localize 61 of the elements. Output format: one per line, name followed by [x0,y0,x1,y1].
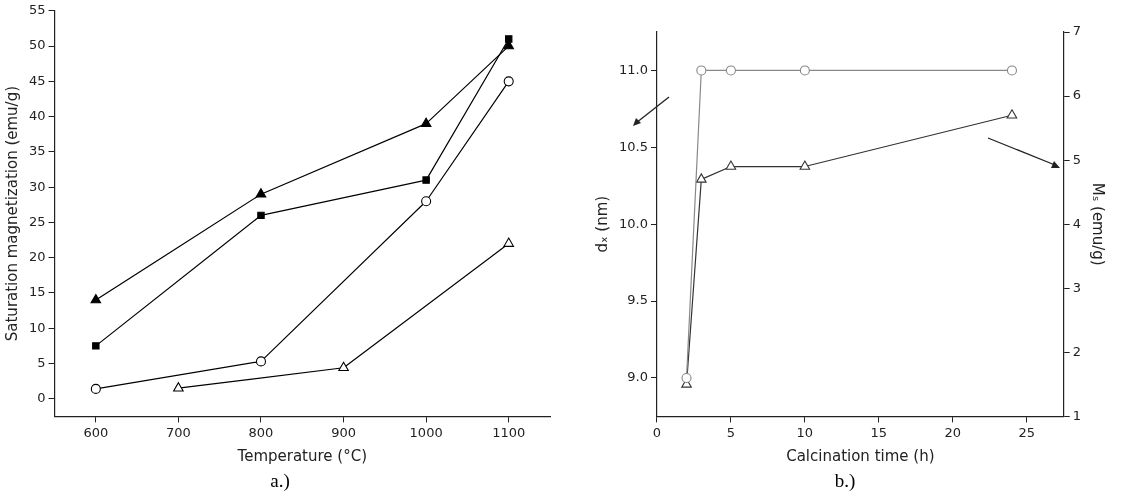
y2-tick-label: 6 [1072,87,1082,103]
y2-tick-label: 2 [1072,343,1082,359]
y-tick-label: 10.5 [618,138,648,154]
y-axis-title: Saturation magnetization (emu/g) [2,85,21,342]
y-tick-label: 35 [29,143,46,159]
point [422,176,430,184]
y2-tick-label: 4 [1072,215,1082,231]
y2-tick-label: 3 [1072,279,1082,295]
point [420,117,432,127]
y-tick-label: 45 [29,72,46,88]
x-tick-label: 900 [331,424,356,440]
point [696,173,707,183]
x-tick-label: 600 [83,424,109,440]
point [799,160,811,170]
x-tick-label: 15 [870,424,888,440]
x-tick-label: 1000 [409,424,443,440]
y-tick-label: 10 [29,319,46,335]
y2-axis-title: Mₛ (emu/g) [1089,182,1108,266]
y2-tick-label: 1 [1072,407,1082,423]
y-tick-label: 5 [37,354,46,370]
y-tick-label: 0 [37,390,46,406]
x-axis-title: Temperature (°C) [236,446,368,465]
point [255,356,267,367]
point [504,35,513,43]
point [173,382,184,392]
x-tick-label: 0 [652,424,662,440]
text: b.) [833,470,857,492]
point [90,383,101,394]
point [725,160,737,170]
point [257,211,265,220]
y-tick-label: 9.5 [627,292,648,308]
y-axis-title: dₓ (nm) [592,195,611,253]
y-tick-label: 10.0 [618,215,648,231]
point [1006,109,1018,119]
point [503,237,515,247]
point [338,361,349,372]
y-tick-label: 15 [29,284,46,300]
x-tick-label: 10 [796,424,814,440]
y-tick-label: 11.0 [618,61,648,77]
text: a.) [269,470,291,492]
x-tick-label: 800 [248,424,274,440]
point [255,188,267,198]
point [421,196,432,207]
y2-tick-label: 7 [1072,23,1082,39]
y-tick-label: 30 [29,178,46,194]
x-tick-label: 5 [726,424,736,440]
y-tick-label: 55 [29,2,46,18]
x-tick-label: 25 [1018,424,1036,440]
y2-tick-label: 5 [1072,151,1082,167]
x-tick-label: 20 [944,424,962,440]
x-tick-label: 1100 [492,424,526,440]
y-tick-label: 50 [29,37,46,53]
point [92,342,100,350]
y-tick-label: 25 [29,213,46,229]
x-tick-label: 700 [165,424,191,440]
x-axis-title: Calcination time (h) [786,446,935,465]
point [503,76,514,87]
y-tick-label: 40 [29,107,46,123]
point [90,293,102,304]
y-tick-label: 20 [29,249,46,265]
y-tick-label: 9.0 [627,369,648,385]
